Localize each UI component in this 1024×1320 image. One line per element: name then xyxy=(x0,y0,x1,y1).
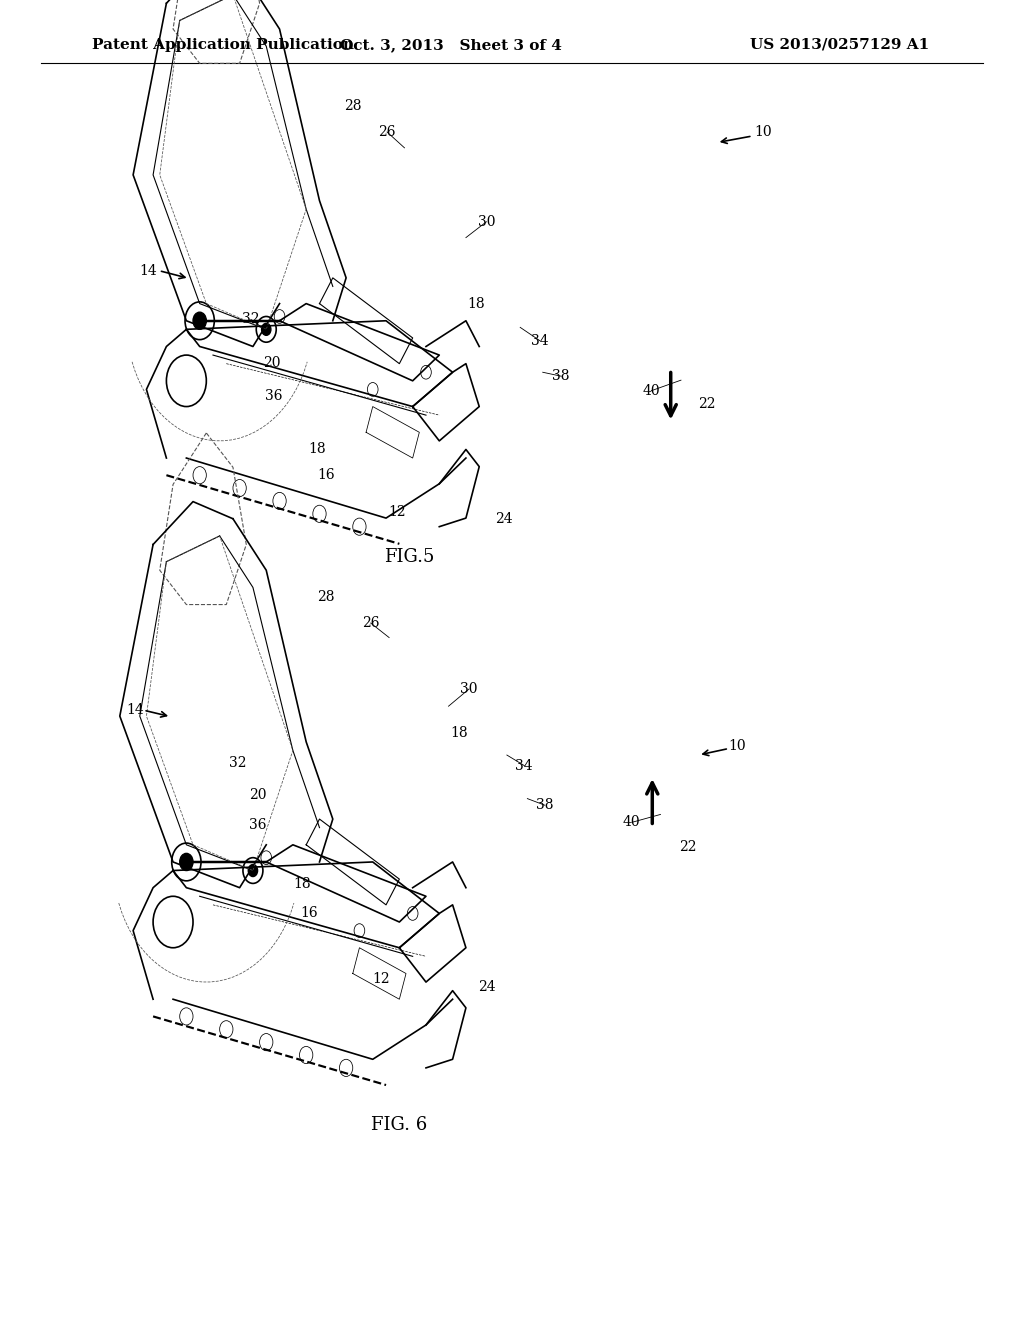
Text: FIG. 6: FIG. 6 xyxy=(372,1115,427,1134)
Text: 28: 28 xyxy=(316,590,335,603)
Text: US 2013/0257129 A1: US 2013/0257129 A1 xyxy=(750,38,930,51)
Text: 16: 16 xyxy=(300,907,318,920)
Circle shape xyxy=(261,323,271,335)
Text: 18: 18 xyxy=(308,442,327,455)
Text: 38: 38 xyxy=(552,370,570,383)
Text: 14: 14 xyxy=(126,704,144,717)
Text: 22: 22 xyxy=(697,397,716,411)
Text: Oct. 3, 2013   Sheet 3 of 4: Oct. 3, 2013 Sheet 3 of 4 xyxy=(340,38,561,51)
Text: 10: 10 xyxy=(754,125,772,139)
Text: 40: 40 xyxy=(642,384,660,397)
Text: 16: 16 xyxy=(316,469,335,482)
Text: 12: 12 xyxy=(388,506,407,519)
Text: 28: 28 xyxy=(344,99,362,112)
Text: 18: 18 xyxy=(467,297,485,310)
Text: 34: 34 xyxy=(515,759,534,772)
Circle shape xyxy=(248,865,258,876)
Text: 18: 18 xyxy=(450,726,468,739)
Text: 30: 30 xyxy=(477,215,496,228)
Text: 40: 40 xyxy=(623,816,641,829)
Text: 36: 36 xyxy=(264,389,283,403)
Text: 20: 20 xyxy=(262,356,281,370)
Text: 26: 26 xyxy=(378,125,396,139)
Text: 20: 20 xyxy=(249,788,267,801)
Circle shape xyxy=(193,312,207,330)
Text: 24: 24 xyxy=(477,981,496,994)
Text: 26: 26 xyxy=(361,616,380,630)
Text: 32: 32 xyxy=(242,313,260,326)
Text: 18: 18 xyxy=(293,878,311,891)
Text: 36: 36 xyxy=(249,818,267,832)
Text: 30: 30 xyxy=(460,682,478,696)
Text: 14: 14 xyxy=(139,264,158,277)
Text: Patent Application Publication: Patent Application Publication xyxy=(92,38,354,51)
Text: 34: 34 xyxy=(530,334,549,347)
Text: 12: 12 xyxy=(372,973,390,986)
Text: 32: 32 xyxy=(228,756,247,770)
Text: 24: 24 xyxy=(495,512,513,525)
Text: 22: 22 xyxy=(679,841,697,854)
Circle shape xyxy=(180,854,193,871)
Text: FIG.5: FIG.5 xyxy=(384,548,435,566)
Text: 10: 10 xyxy=(728,739,746,752)
Text: 38: 38 xyxy=(536,799,554,812)
